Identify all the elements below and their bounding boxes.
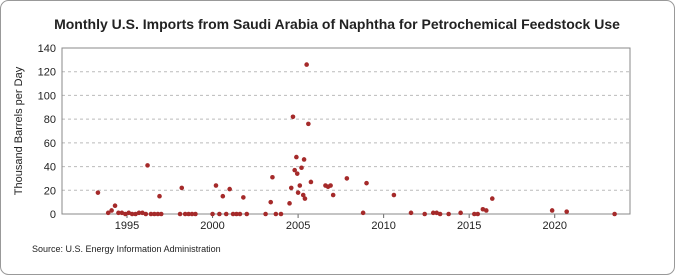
point <box>391 192 397 198</box>
point <box>290 114 296 120</box>
x-tick-label: 2005 <box>286 220 310 232</box>
chart-title: Monthly U.S. Imports from Saudi Arabia o… <box>54 16 620 32</box>
x-tick-label: 2020 <box>542 220 566 232</box>
point <box>241 195 246 200</box>
point <box>306 121 311 127</box>
y-tick-label: 40 <box>44 162 56 174</box>
point <box>472 211 477 217</box>
point <box>295 190 301 195</box>
point <box>292 167 297 173</box>
point <box>155 211 161 217</box>
x-tick-label: 2010 <box>371 220 395 232</box>
point <box>158 211 164 217</box>
point <box>270 174 275 180</box>
point <box>105 210 111 216</box>
point <box>213 183 219 188</box>
point <box>230 211 236 217</box>
point <box>301 157 307 162</box>
point <box>244 211 250 217</box>
point <box>234 211 239 217</box>
point <box>157 193 162 199</box>
point <box>143 211 149 217</box>
x-tick-label: 1995 <box>115 220 139 232</box>
point <box>129 211 135 217</box>
point <box>297 183 303 188</box>
point <box>152 211 157 217</box>
point <box>408 210 414 216</box>
point <box>330 192 336 198</box>
point <box>186 211 191 217</box>
point <box>300 192 306 198</box>
point <box>268 199 274 205</box>
point <box>179 185 185 191</box>
point <box>458 210 463 216</box>
x-tick-label: 2000 <box>200 220 224 232</box>
plot-border <box>61 47 631 215</box>
point <box>360 210 366 216</box>
point <box>430 210 436 216</box>
point <box>294 171 300 176</box>
point <box>217 211 222 217</box>
point <box>95 190 101 195</box>
point <box>612 211 617 217</box>
point <box>304 62 309 67</box>
point <box>148 211 154 217</box>
y-tick-label: 20 <box>44 185 56 197</box>
point <box>109 208 114 213</box>
y-tick-label: 80 <box>44 114 56 126</box>
point <box>288 185 294 191</box>
point <box>437 211 443 217</box>
point <box>263 211 268 217</box>
point <box>145 163 150 168</box>
y-tick-label: 140 <box>38 43 56 55</box>
y-axis-title: Thousand Barrels per Day <box>13 66 25 195</box>
point <box>549 208 555 213</box>
point <box>273 211 279 217</box>
point <box>136 210 142 216</box>
x-tick-label: 2015 <box>457 220 481 232</box>
point <box>237 211 243 217</box>
point <box>446 211 451 217</box>
point <box>489 196 495 201</box>
y-tick-label: 60 <box>44 138 56 150</box>
point <box>302 196 308 201</box>
point <box>193 211 198 217</box>
point <box>287 201 292 206</box>
point <box>475 211 481 217</box>
source: Source: U.S. Energy Information Administ… <box>32 244 221 254</box>
point <box>227 186 232 192</box>
y-tick-label: 0 <box>50 209 56 221</box>
point <box>210 211 215 217</box>
point <box>112 203 118 208</box>
point <box>182 211 188 217</box>
point <box>308 179 314 185</box>
point <box>220 193 226 199</box>
point <box>483 208 489 213</box>
point <box>344 176 350 181</box>
point <box>422 211 427 217</box>
point <box>116 210 121 216</box>
point <box>189 211 195 217</box>
point <box>278 211 284 217</box>
y-tick-label: 120 <box>38 67 56 79</box>
point <box>294 154 299 160</box>
point <box>177 211 183 217</box>
y-tick-label: 100 <box>38 90 56 102</box>
point <box>299 165 304 171</box>
point <box>364 180 369 186</box>
point <box>223 211 229 217</box>
point <box>564 209 569 214</box>
point <box>328 183 333 188</box>
